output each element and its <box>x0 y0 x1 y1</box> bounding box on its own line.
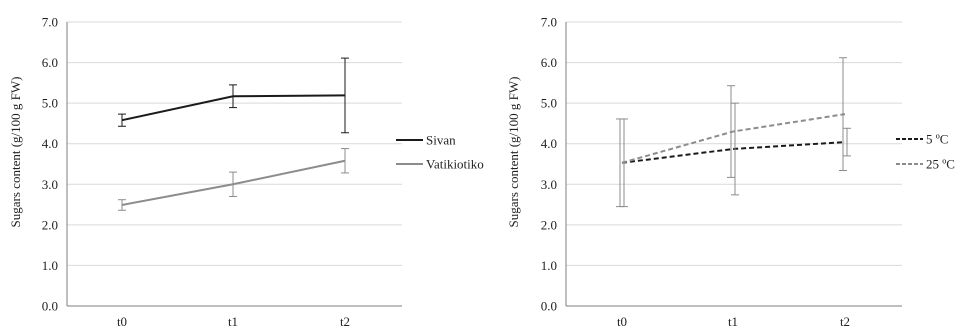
y-axis-title: Sugars content (g/100 g FW) <box>506 77 521 228</box>
legend-label: Vatikiotiko <box>426 157 484 172</box>
error-bar <box>727 85 735 178</box>
error-bar <box>118 113 126 127</box>
error-bar <box>341 148 349 174</box>
y-tick-label: 0.0 <box>42 299 58 314</box>
series-line <box>621 141 846 164</box>
series-line <box>621 113 846 164</box>
legend-label: 5 ºC <box>926 132 948 147</box>
right-chart-panel: 0.0 1.0 2.0 3.0 4.0 5.0 6.0 7.0 t0 t1 t2 Sugars con… <box>506 15 955 330</box>
y-tick-label: 3.0 <box>42 177 58 192</box>
x-tick-label: t2 <box>840 314 850 329</box>
left-chart-panel: 0.0 1.0 2.0 3.0 4.0 5.0 6.0 7.0 t0 t1 t2 Sugars con… <box>8 15 484 330</box>
y-tick-label: 1.0 <box>42 258 58 273</box>
y-tick-label: 1.0 <box>541 258 557 273</box>
y-tick-label: 7.0 <box>42 15 58 30</box>
x-tick-label: t0 <box>117 314 127 329</box>
y-tick-label: 4.0 <box>541 136 557 151</box>
error-bar <box>843 127 851 157</box>
y-axis-title: Sugars content (g/100 g FW) <box>8 77 23 228</box>
y-tick-label: 5.0 <box>42 96 58 111</box>
legend-label: Sivan <box>426 133 456 148</box>
error-bar <box>731 102 739 196</box>
y-tick-label: 2.0 <box>42 217 58 232</box>
y-tick-label: 5.0 <box>541 96 557 111</box>
y-tick-label: 0.0 <box>541 299 557 314</box>
x-tick-label: t1 <box>728 314 738 329</box>
error-bar <box>118 199 126 211</box>
legend-label: 25 ºC <box>926 157 955 172</box>
y-tick-label: 2.0 <box>541 217 557 232</box>
y-tick-label: 4.0 <box>42 136 58 151</box>
error-bar <box>229 171 237 197</box>
error-bar <box>341 57 349 134</box>
x-tick-label: t0 <box>617 314 627 329</box>
y-tick-label: 6.0 <box>541 55 557 70</box>
y-tick-label: 7.0 <box>541 15 557 30</box>
x-tick-label: t2 <box>340 314 350 329</box>
y-tick-label: 6.0 <box>42 55 58 70</box>
error-bar <box>616 118 624 208</box>
y-tick-label: 3.0 <box>541 177 557 192</box>
error-bar <box>229 84 237 109</box>
x-tick-label: t1 <box>228 314 238 329</box>
error-bar <box>839 57 847 171</box>
